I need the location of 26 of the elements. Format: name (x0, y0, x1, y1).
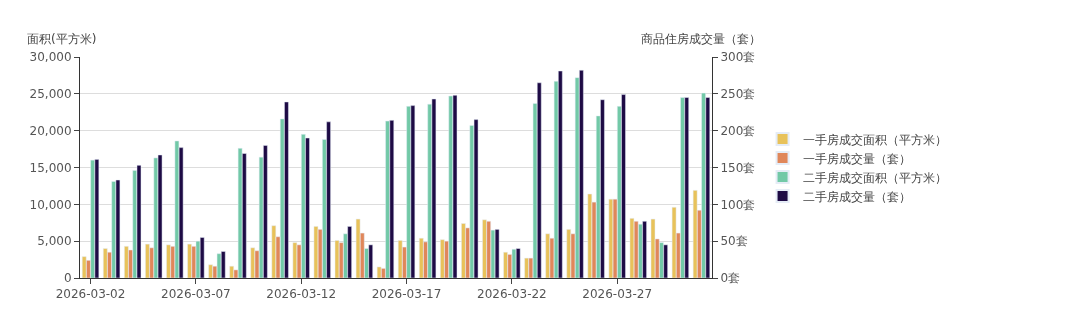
y-tick-label: 5,000 (37, 234, 72, 249)
y2-tick-label: 300套 (720, 50, 756, 65)
y-tick-label: 25,000 (29, 87, 72, 102)
y2-tick-label: 50套 (720, 234, 748, 249)
x-tick-label: 2026-03-22 (476, 287, 547, 302)
y-tick-label: 15,000 (29, 160, 72, 175)
y2-tick-label: 100套 (720, 197, 756, 212)
legend-label: 二手房成交量（套） (802, 189, 911, 204)
y2-tick-label: 200套 (720, 123, 756, 138)
y-tick-label: 20,000 (29, 123, 72, 138)
x-tick-label: 2026-03-17 (371, 287, 442, 302)
y2-tick-label: 250套 (720, 87, 756, 102)
y2-tick-label: 150套 (720, 160, 756, 175)
legend-label: 一手房成交量（套） (802, 151, 911, 166)
y2-axis-title: 商品住房成交量（套） (641, 32, 761, 46)
x-tick-label: 2026-03-07 (160, 287, 231, 302)
y-tick-label: 10,000 (29, 197, 72, 212)
x-tick-label: 2026-03-12 (266, 287, 337, 302)
y-tick-label: 30,000 (29, 50, 72, 65)
y2-tick-label: 0套 (720, 271, 741, 286)
y-tick-label: 0 (63, 271, 72, 286)
x-tick-label: 2026-03-27 (582, 287, 653, 302)
legend-label: 一手房成交面积（平方米） (802, 132, 947, 147)
y-axis-title: 面积(平方米) (27, 32, 97, 46)
x-tick-label: 2026-03-02 (55, 287, 126, 302)
legend-label: 二手房成交面积（平方米） (802, 170, 947, 185)
